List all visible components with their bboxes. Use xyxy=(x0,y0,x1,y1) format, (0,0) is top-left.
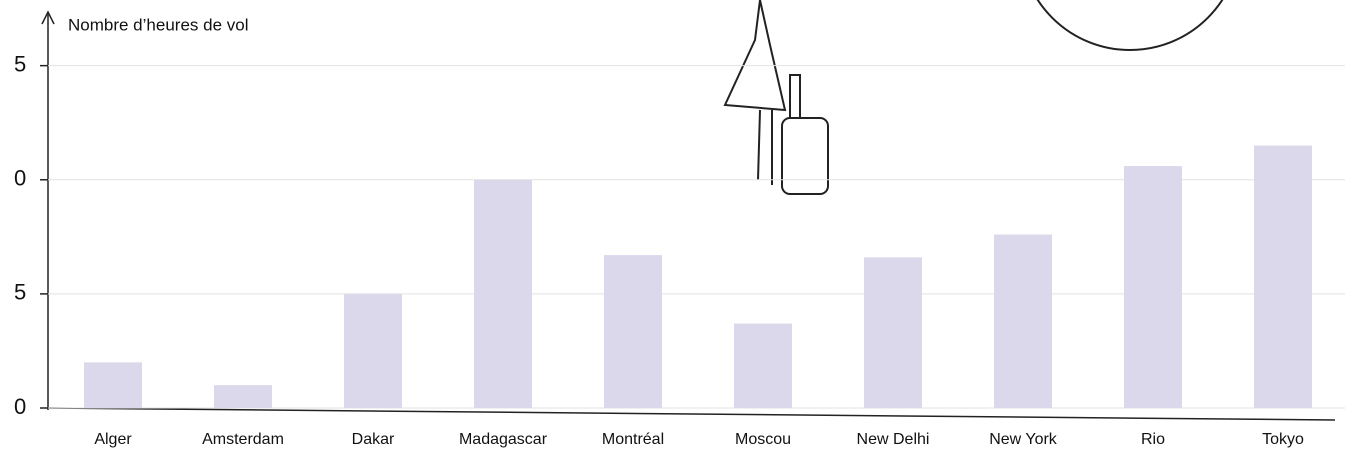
bar xyxy=(84,362,142,408)
y-axis-label: Nombre d’heures de vol xyxy=(68,15,248,34)
bar xyxy=(214,385,272,408)
x-axis xyxy=(48,408,1335,420)
x-tick-label: Dakar xyxy=(352,431,395,448)
y-tick-label: 5 xyxy=(14,280,26,305)
illustration xyxy=(725,0,1240,194)
y-tick-label: 0 xyxy=(14,394,26,419)
x-tick-label: New Delhi xyxy=(857,431,930,448)
bar xyxy=(1124,166,1182,408)
x-tick-label: Rio xyxy=(1141,431,1165,448)
x-tick-label: Moscou xyxy=(735,431,791,448)
bar xyxy=(1254,146,1312,408)
x-tick-label: Montréal xyxy=(602,431,664,448)
bar xyxy=(604,255,662,408)
chart: Nombre d’heures de vol 0 5 0 5 Alger Amsterda… xyxy=(0,0,1365,465)
x-tick-label: New York xyxy=(989,431,1058,448)
bar xyxy=(994,235,1052,408)
x-tick-label: Madagascar xyxy=(459,431,548,448)
bar xyxy=(864,257,922,408)
bar xyxy=(734,324,792,408)
x-tick-label: Tokyo xyxy=(1262,431,1304,448)
bar xyxy=(474,180,532,408)
y-tick-label: 5 xyxy=(14,51,26,76)
bar xyxy=(344,294,402,408)
x-tick-label: Amsterdam xyxy=(202,431,284,448)
x-tick-label: Alger xyxy=(94,431,132,448)
y-tick-label: 0 xyxy=(14,166,26,191)
